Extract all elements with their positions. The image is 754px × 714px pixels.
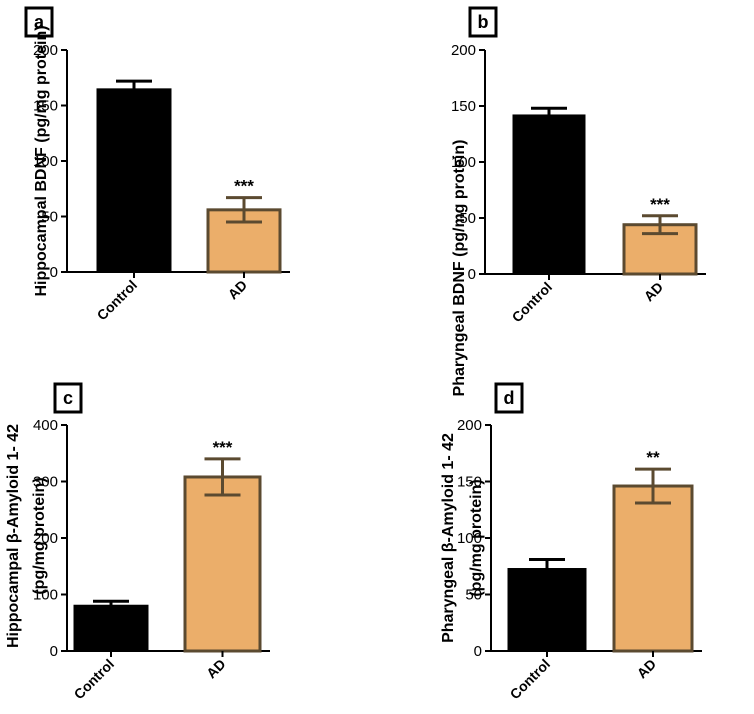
bar-control bbox=[507, 568, 587, 652]
x-tick-label: AD bbox=[633, 656, 659, 682]
y-axis-label-line2: (pg/mg protein) bbox=[468, 479, 485, 596]
bar-ad bbox=[183, 475, 262, 653]
y-tick-label: 200 bbox=[457, 417, 482, 434]
significance-marker: ** bbox=[646, 448, 660, 467]
y-tick-label: 150 bbox=[33, 98, 58, 115]
chart-panel-d: d 0 50 100 150 200 Control ** AD Pharyngeal β-Amy… bbox=[440, 382, 702, 703]
y-tick-label: 0 bbox=[50, 264, 58, 281]
bar-control bbox=[73, 604, 149, 652]
y-tick-label: 400 bbox=[33, 417, 58, 434]
y-tick-label: 100 bbox=[451, 154, 476, 171]
x-tick-label: Control bbox=[94, 277, 141, 324]
panel-label-box bbox=[53, 382, 83, 414]
y-axis-label-line2: (pg/mg protein) bbox=[31, 477, 48, 594]
x-tick-label: Control bbox=[507, 656, 554, 703]
x-tick-label: AD bbox=[640, 279, 666, 305]
y-tick-label: 150 bbox=[457, 474, 482, 491]
significance-marker: *** bbox=[234, 177, 254, 196]
chart-panel-c: c 0 100 200 300 400 Control *** AD Hippocampal β-… bbox=[5, 382, 270, 703]
y-tick-label: 200 bbox=[33, 42, 58, 59]
bar-control bbox=[96, 88, 172, 273]
y-tick-label: 50 bbox=[459, 210, 476, 227]
panel-label: b bbox=[478, 12, 489, 32]
y-tick-label: 200 bbox=[451, 42, 476, 59]
panel-label-box bbox=[494, 382, 524, 414]
y-tick-label: 100 bbox=[33, 153, 58, 170]
bar-ad bbox=[206, 208, 282, 274]
y-axis-label-line1: Hippocampal β-Amyloid 1- 42 bbox=[5, 424, 22, 648]
y-axis-label: Hippocampal BDNF (pg/mg protein) bbox=[33, 25, 50, 296]
bar-ad bbox=[612, 484, 694, 653]
y-tick-label: 0 bbox=[50, 643, 58, 660]
panel-label: a bbox=[34, 12, 45, 32]
chart-panel-b: b 0 50 100 150 200 Control *** AD Pharyngeal BDNF… bbox=[451, 6, 706, 397]
panel-label-box bbox=[24, 6, 54, 38]
bar-control bbox=[512, 114, 586, 275]
y-tick-label: 50 bbox=[41, 209, 58, 226]
panel-label: d bbox=[504, 388, 515, 408]
y-tick-label: 0 bbox=[474, 643, 482, 660]
x-tick-label: Control bbox=[509, 279, 556, 326]
x-tick-label: Control bbox=[71, 656, 118, 703]
y-axis-label: Pharyngeal BDNF (pg/mg protein) bbox=[451, 140, 468, 397]
y-tick-label: 300 bbox=[33, 474, 58, 491]
y-axis-label-line1: Pharyngeal β-Amyloid 1- 42 bbox=[440, 433, 457, 643]
significance-marker: *** bbox=[213, 438, 233, 457]
y-tick-label: 200 bbox=[33, 530, 58, 547]
x-tick-label: AD bbox=[203, 656, 229, 682]
panel-label: c bbox=[63, 388, 73, 408]
significance-marker: *** bbox=[650, 195, 670, 214]
chart-panel-a: a 0 50 100 150 200 Control *** AD Hippocampal BDN… bbox=[24, 6, 290, 324]
y-tick-label: 50 bbox=[465, 587, 482, 604]
y-tick-label: 100 bbox=[33, 587, 58, 604]
y-tick-label: 150 bbox=[451, 98, 476, 115]
y-tick-label: 0 bbox=[468, 266, 476, 283]
x-tick-label: AD bbox=[224, 277, 250, 303]
panel-label-box bbox=[468, 6, 498, 38]
y-tick-label: 100 bbox=[457, 530, 482, 547]
